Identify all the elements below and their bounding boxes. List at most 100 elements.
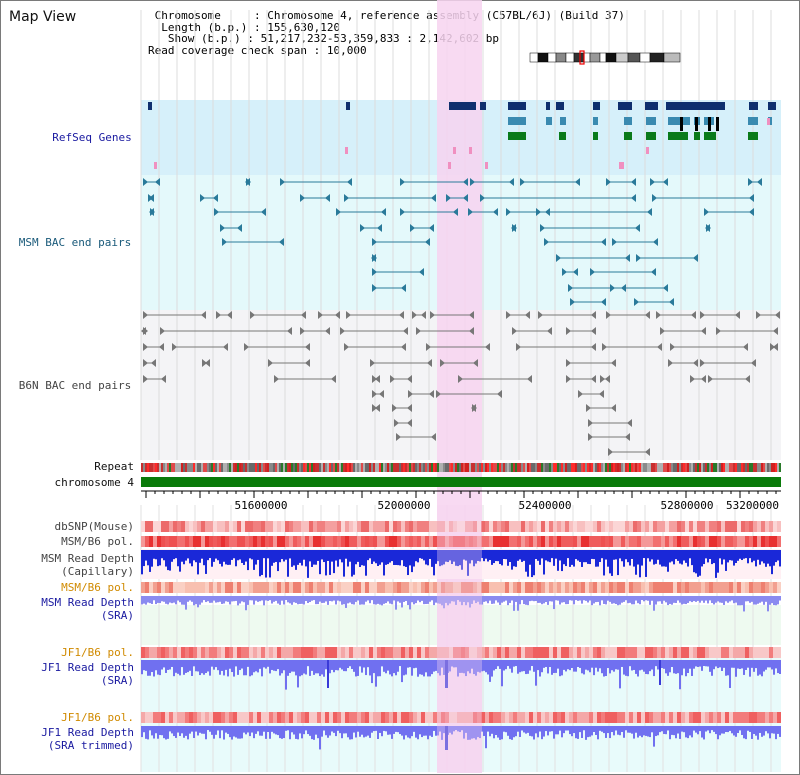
depth-bar	[183, 726, 185, 738]
depth-bar	[755, 596, 757, 605]
repeat-block	[213, 463, 215, 472]
depth-bar	[769, 596, 771, 605]
track-label-msm-bac[interactable]: MSM BAC end pairs	[18, 236, 132, 249]
depth-bar	[195, 550, 197, 563]
repeat-track[interactable]	[141, 463, 781, 472]
repeat-block	[279, 463, 281, 472]
depth-bar	[561, 660, 563, 676]
depth-bar	[745, 550, 747, 559]
track-label-msm-depth-capillary[interactable]: MSM Read Depth (Capillary)	[41, 552, 134, 578]
heat-cell	[717, 647, 721, 658]
msm-bac-pair-end	[562, 268, 567, 276]
depth-bar	[495, 596, 497, 601]
depth-bar	[571, 726, 573, 737]
depth-bar	[301, 726, 303, 739]
depth-bar	[641, 596, 643, 601]
depth-bar	[617, 726, 619, 735]
heat-cell	[221, 582, 225, 593]
heat-cell	[413, 536, 417, 547]
selected-region-highlight[interactable]	[437, 0, 482, 773]
b6n-bac-track[interactable]	[141, 311, 780, 456]
track-label-msm-b6-pol[interactable]: MSM/B6 pol.	[61, 535, 134, 548]
heat-cell	[525, 536, 529, 547]
track-label-b6n-bac[interactable]: B6N BAC end pairs	[18, 379, 132, 392]
b6n-bac-pair-end	[591, 343, 596, 351]
heat-cell	[417, 712, 421, 723]
heat-cell	[693, 712, 697, 723]
heat-cell	[761, 521, 765, 532]
depth-bar	[579, 596, 581, 601]
depth-bar	[259, 550, 261, 577]
heat-cell	[265, 647, 269, 658]
heat-cell	[469, 647, 473, 658]
depth-bar	[607, 726, 609, 734]
depth-bar	[179, 726, 181, 736]
depth-bar	[595, 660, 597, 668]
depth-bar	[687, 550, 689, 567]
depth-bar	[151, 726, 153, 736]
repeat-block	[151, 463, 153, 472]
heat-cell	[445, 712, 449, 723]
depth-bar	[761, 726, 763, 737]
heat-cell	[565, 536, 569, 547]
chromosome-ideogram[interactable]	[529, 50, 681, 65]
depth-bar	[239, 596, 241, 604]
depth-bar	[567, 660, 569, 670]
depth-bar	[495, 550, 497, 562]
depth-bar	[407, 550, 409, 576]
msm-bac-track[interactable]	[143, 178, 762, 306]
heat-cell	[393, 536, 397, 547]
track-label-chromosome[interactable]: chromosome 4	[54, 476, 134, 489]
depth-bar	[589, 550, 591, 565]
heat-cell	[369, 712, 373, 723]
msm-bac-pair-end	[506, 208, 511, 216]
depth-bar	[383, 550, 385, 576]
track-label-msm-b6-pol-sra[interactable]: MSM/B6 pol.	[61, 581, 134, 594]
track-label-repeat[interactable]: Repeat	[94, 460, 134, 473]
msm-bac-pair-end	[653, 238, 658, 246]
repeat-block	[337, 463, 339, 472]
heat-cell	[365, 536, 369, 547]
track-label-jf1-b6-pol-trimmed[interactable]: JF1/B6 pol.	[61, 711, 134, 724]
repeat-block	[293, 463, 295, 472]
track-label-jf1-depth-sra[interactable]: JF1 Read Depth (SRA)	[41, 661, 134, 687]
depth-bar	[189, 596, 191, 601]
heat-cell	[201, 712, 205, 723]
depth-bar	[291, 550, 293, 567]
depth-bar	[285, 550, 287, 560]
depth-bar	[335, 726, 337, 737]
repeat-block	[649, 463, 651, 472]
heat-cell	[373, 521, 377, 532]
depth-bar	[389, 596, 391, 604]
depth-bar	[351, 550, 353, 577]
msm-bac-pair-end	[372, 268, 377, 276]
track-label-refseq[interactable]: RefSeq Genes	[52, 131, 132, 144]
repeat-block	[365, 463, 367, 472]
heat-cell	[217, 536, 221, 547]
depth-bar	[535, 596, 537, 602]
heat-cell	[193, 647, 197, 658]
heat-cell	[777, 536, 781, 547]
track-label-jf1-b6-pol[interactable]: JF1/B6 pol.	[61, 646, 134, 659]
heat-cell	[157, 521, 161, 532]
gene-feature-pink	[485, 162, 488, 169]
track-label-dbsnp[interactable]: dbSNP(Mouse)	[54, 520, 134, 533]
depth-bar	[523, 660, 525, 672]
track-label-msm-depth-sra[interactable]: MSM Read Depth (SRA)	[41, 596, 134, 622]
heat-cell	[725, 647, 729, 658]
depth-bar	[287, 726, 289, 731]
depth-bar	[217, 596, 219, 603]
heat-cell	[141, 521, 145, 532]
chromosome-bar[interactable]	[141, 477, 781, 487]
heatmap-tracks[interactable]	[141, 521, 781, 723]
track-label-jf1-depth-trimmed[interactable]: JF1 Read Depth (SRA trimmed)	[41, 726, 134, 752]
heat-cell	[277, 536, 281, 547]
repeat-block	[267, 463, 269, 472]
depth-bar	[639, 726, 641, 736]
depth-bar	[521, 596, 523, 601]
depth-bar	[727, 660, 729, 676]
heat-cell	[221, 647, 225, 658]
depth-tracks[interactable]	[141, 549, 781, 750]
refseq-genes-track[interactable]	[148, 102, 776, 169]
